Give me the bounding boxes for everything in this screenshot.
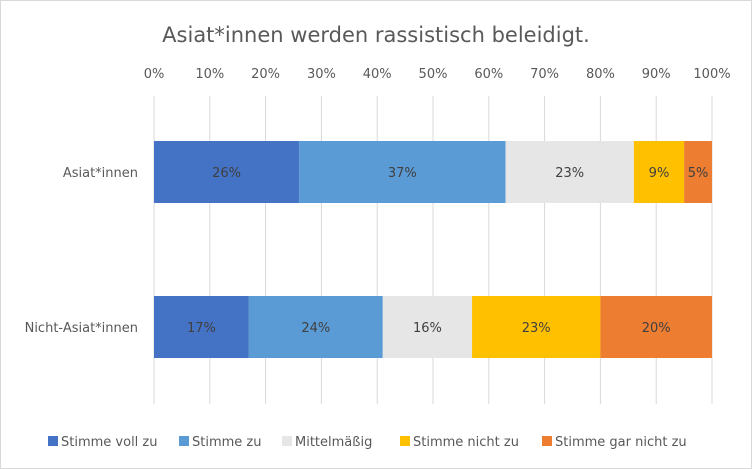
bar-1-series-1 [248,296,383,358]
bar-1-series-3 [472,296,601,358]
data-label-1-series-2: 16% [413,321,442,336]
legend: Stimme voll zu Stimme zu Mittelmäßig Stimme… [48,435,687,450]
legend-label-4: Stimme gar nicht zu [555,435,687,450]
legend-label-2: Mittelmäßig [295,435,372,450]
x-tick-label-0: 0% [144,67,165,82]
bar-1-series-2 [382,296,473,358]
x-tick-label-7: 70% [530,67,559,82]
legend-swatch-1 [179,436,189,446]
bars: 26% 37% 23% 9% 5% 17% 24% 16% 23% 20% [154,141,712,358]
bar-1-series-4 [600,296,712,358]
bar-0-series-3 [633,141,685,203]
data-label-0-series-4: 5% [688,166,709,181]
x-tick-label-4: 40% [363,67,392,82]
data-label-0-series-2: 23% [555,166,584,181]
x-tick-label-9: 90% [642,67,671,82]
legend-swatch-2 [282,436,292,446]
chart-title: Asiat*innen werden rassistisch beleidigt… [162,23,590,47]
data-label-1-series-3: 23% [522,321,551,336]
legend-swatch-3 [400,436,410,446]
x-tick-label-3: 30% [307,67,336,82]
data-label-0-series-1: 37% [388,166,417,181]
data-label-0-series-0: 26% [212,166,241,181]
data-label-1-series-4: 20% [642,321,671,336]
x-tick-label-2: 20% [251,67,280,82]
legend-swatch-4 [542,436,552,446]
x-tick-label-6: 60% [474,67,503,82]
category-labels: Asiat*innen Nicht-Asiat*innen [25,166,138,336]
bar-0-series-0 [154,141,300,203]
bar-1-series-0 [154,296,249,358]
legend-label-1: Stimme zu [192,435,261,450]
x-tick-labels: 0% 10% 20% 30% 40% 50% 60% 70% 80% 90% 100% [144,67,731,82]
category-label-1: Nicht-Asiat*innen [25,321,138,336]
bar-0-series-1 [299,141,506,203]
x-tick-label-8: 80% [586,67,615,82]
bar-0-series-4 [684,141,712,203]
data-label-0-series-3: 9% [649,166,670,181]
data-label-1-series-0: 17% [187,321,216,336]
category-label-0: Asiat*innen [63,166,138,181]
legend-label-3: Stimme nicht zu [413,435,519,450]
bar-0-series-2 [505,141,634,203]
x-tick-label-5: 50% [419,67,448,82]
x-tick-label-1: 10% [195,67,224,82]
legend-swatch-0 [48,436,58,446]
data-label-1-series-1: 24% [301,321,330,336]
legend-label-0: Stimme voll zu [61,435,157,450]
x-tick-label-10: 100% [693,67,730,82]
